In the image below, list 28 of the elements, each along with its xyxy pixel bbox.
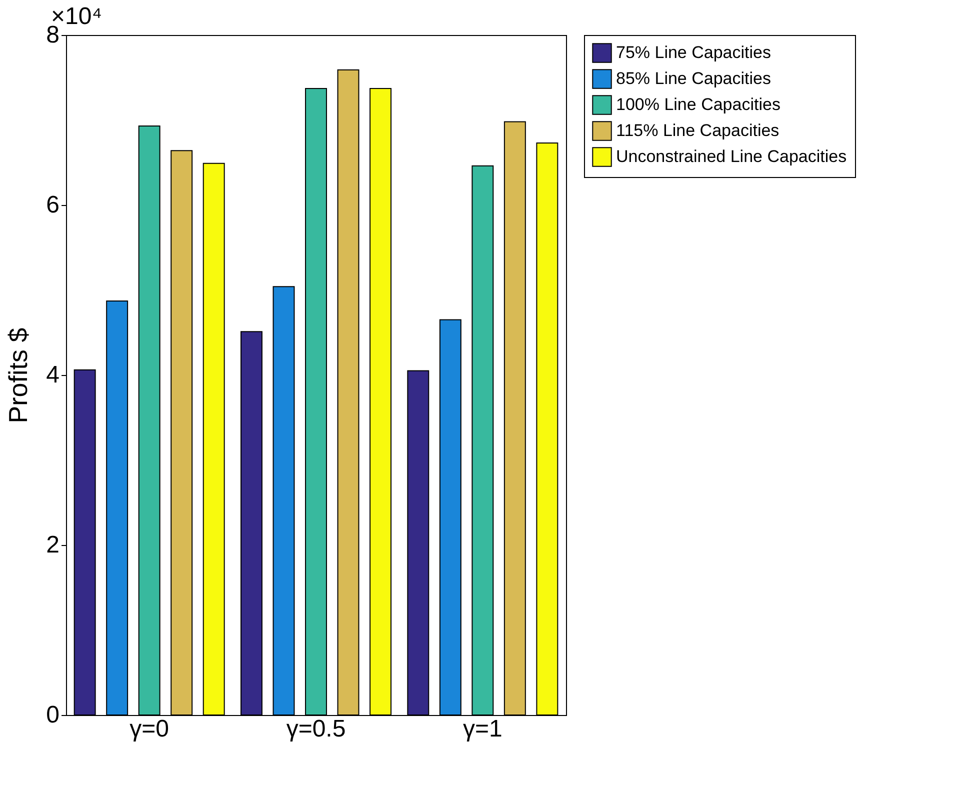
y-tick-label: 6 <box>46 192 60 218</box>
x-tick-label: γ=0 <box>130 716 170 742</box>
bar <box>74 369 96 716</box>
bar <box>504 121 526 716</box>
bar <box>170 150 193 716</box>
legend-label: 115% Line Capacities <box>616 121 780 140</box>
x-tick-label: γ=1 <box>462 716 502 742</box>
bar <box>439 319 462 716</box>
bar <box>106 300 128 716</box>
y-tick-label: 4 <box>46 362 60 388</box>
y-tick-label: 0 <box>46 702 60 728</box>
legend-label: 85% Line Capacities <box>616 69 771 88</box>
y-tick-label: 2 <box>46 532 60 558</box>
bar <box>370 88 392 716</box>
legend-label: Unconstrained Line Capacities <box>616 147 847 166</box>
x-tick-label: γ=0.5 <box>286 716 346 742</box>
bar <box>202 162 225 716</box>
bar <box>138 125 160 716</box>
y-axis-title: Profits $ <box>3 327 34 424</box>
legend-label: 75% Line Capacities <box>616 43 771 62</box>
legend-label: 100% Line Capacities <box>616 95 780 114</box>
bar <box>472 165 494 716</box>
bar <box>272 286 295 716</box>
bar <box>337 69 360 716</box>
bar <box>240 331 262 716</box>
bar <box>407 370 430 716</box>
bar <box>305 88 327 716</box>
bar <box>536 142 558 716</box>
